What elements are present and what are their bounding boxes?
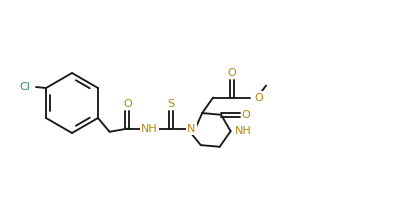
Text: S: S <box>167 99 174 109</box>
Text: NH: NH <box>141 124 157 134</box>
Text: O: O <box>253 92 262 103</box>
Text: NH: NH <box>234 126 251 136</box>
Text: O: O <box>241 110 250 120</box>
Text: Cl: Cl <box>19 82 30 92</box>
Text: O: O <box>123 99 131 109</box>
Text: O: O <box>227 68 236 77</box>
Text: N: N <box>186 124 195 134</box>
